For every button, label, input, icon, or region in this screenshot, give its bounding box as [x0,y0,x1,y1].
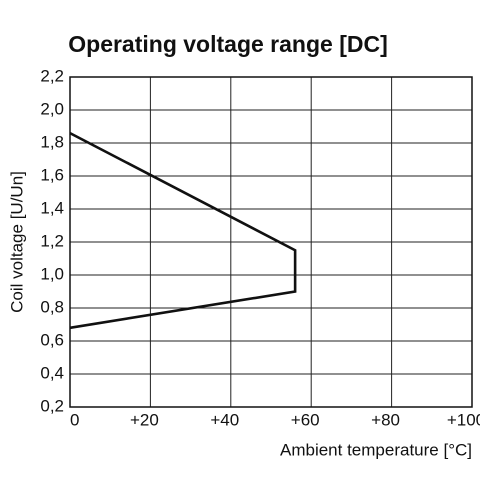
plot-border [69,76,473,408]
x-tick-label: +80 [371,410,400,429]
y-tick-label: 0,2 [40,396,64,415]
x-tick-label: 0 [70,410,79,429]
y-tick-label: 0,4 [40,363,64,382]
y-tick-label: 0,6 [40,330,64,349]
y-tick-label: 2,2 [40,66,64,85]
y-tick-label: 1,6 [40,165,64,184]
y-tick-label: 1,8 [40,132,64,151]
x-tick-label: +40 [210,410,239,429]
y-tick-label: 2,0 [40,99,64,118]
x-axis-label: Ambient temperature [°C] [280,440,472,459]
y-tick-label: 0,8 [40,297,64,316]
x-tick-label: +20 [130,410,159,429]
y-axis-label: Coil voltage [U/Un] [7,171,26,313]
y-tick-label: 1,2 [40,231,64,250]
y-tick-label: 1,0 [40,264,64,283]
chart-title: Operating voltage range [DC] [68,31,387,57]
y-tick-label: 1,4 [40,198,64,217]
x-tick-label: +100 [447,410,480,429]
data-line [69,131,297,330]
x-tick-label: +60 [291,410,320,429]
